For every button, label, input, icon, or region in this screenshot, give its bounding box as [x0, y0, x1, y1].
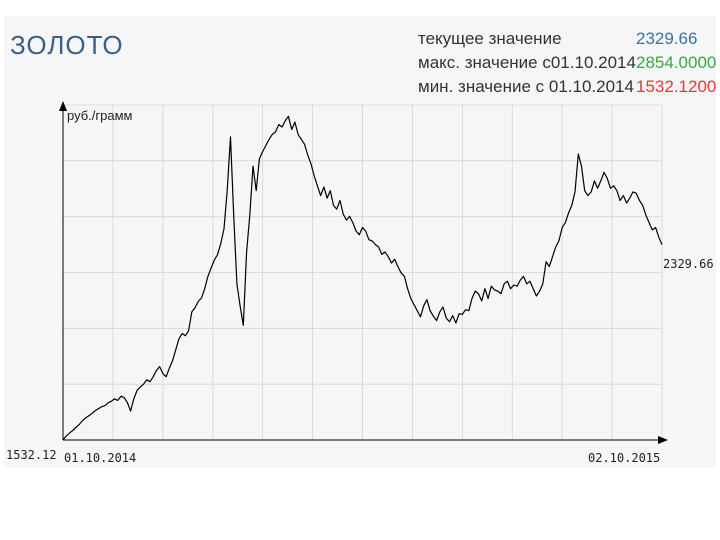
y-min-tick-label: 1532.12	[6, 448, 57, 462]
stat-min: мин. значение с 01.10.2014 1532.1200	[418, 75, 716, 99]
stats-block: текущее значение 2329.66 макс. значение …	[418, 27, 716, 99]
stat-min-label: мин. значение с 01.10.2014	[418, 77, 634, 96]
stat-current: текущее значение 2329.66	[418, 27, 716, 51]
x-end-tick-label: 02.10.2015	[588, 451, 660, 465]
page-title: ЗОЛОТО	[10, 30, 124, 60]
last-value-label: 2329.66	[663, 257, 714, 271]
series-line-gold	[62, 115, 663, 441]
x-axis-arrow	[658, 436, 668, 444]
chart-panel	[4, 16, 716, 468]
stat-max-label: макс. значение с01.10.2014	[418, 53, 636, 72]
y-axis-arrow	[59, 101, 67, 111]
stat-max-value: 2854.0000	[636, 53, 717, 72]
stat-current-label: текущее значение	[418, 29, 562, 48]
x-start-tick-label: 01.10.2014	[64, 451, 136, 465]
stat-max: макс. значение с01.10.2014 2854.0000	[418, 51, 716, 75]
y-axis-label: руб./грамм	[67, 108, 133, 123]
chart-grid	[63, 104, 663, 440]
stat-min-value: 1532.1200	[636, 77, 717, 96]
stat-current-value: 2329.66	[636, 29, 698, 48]
